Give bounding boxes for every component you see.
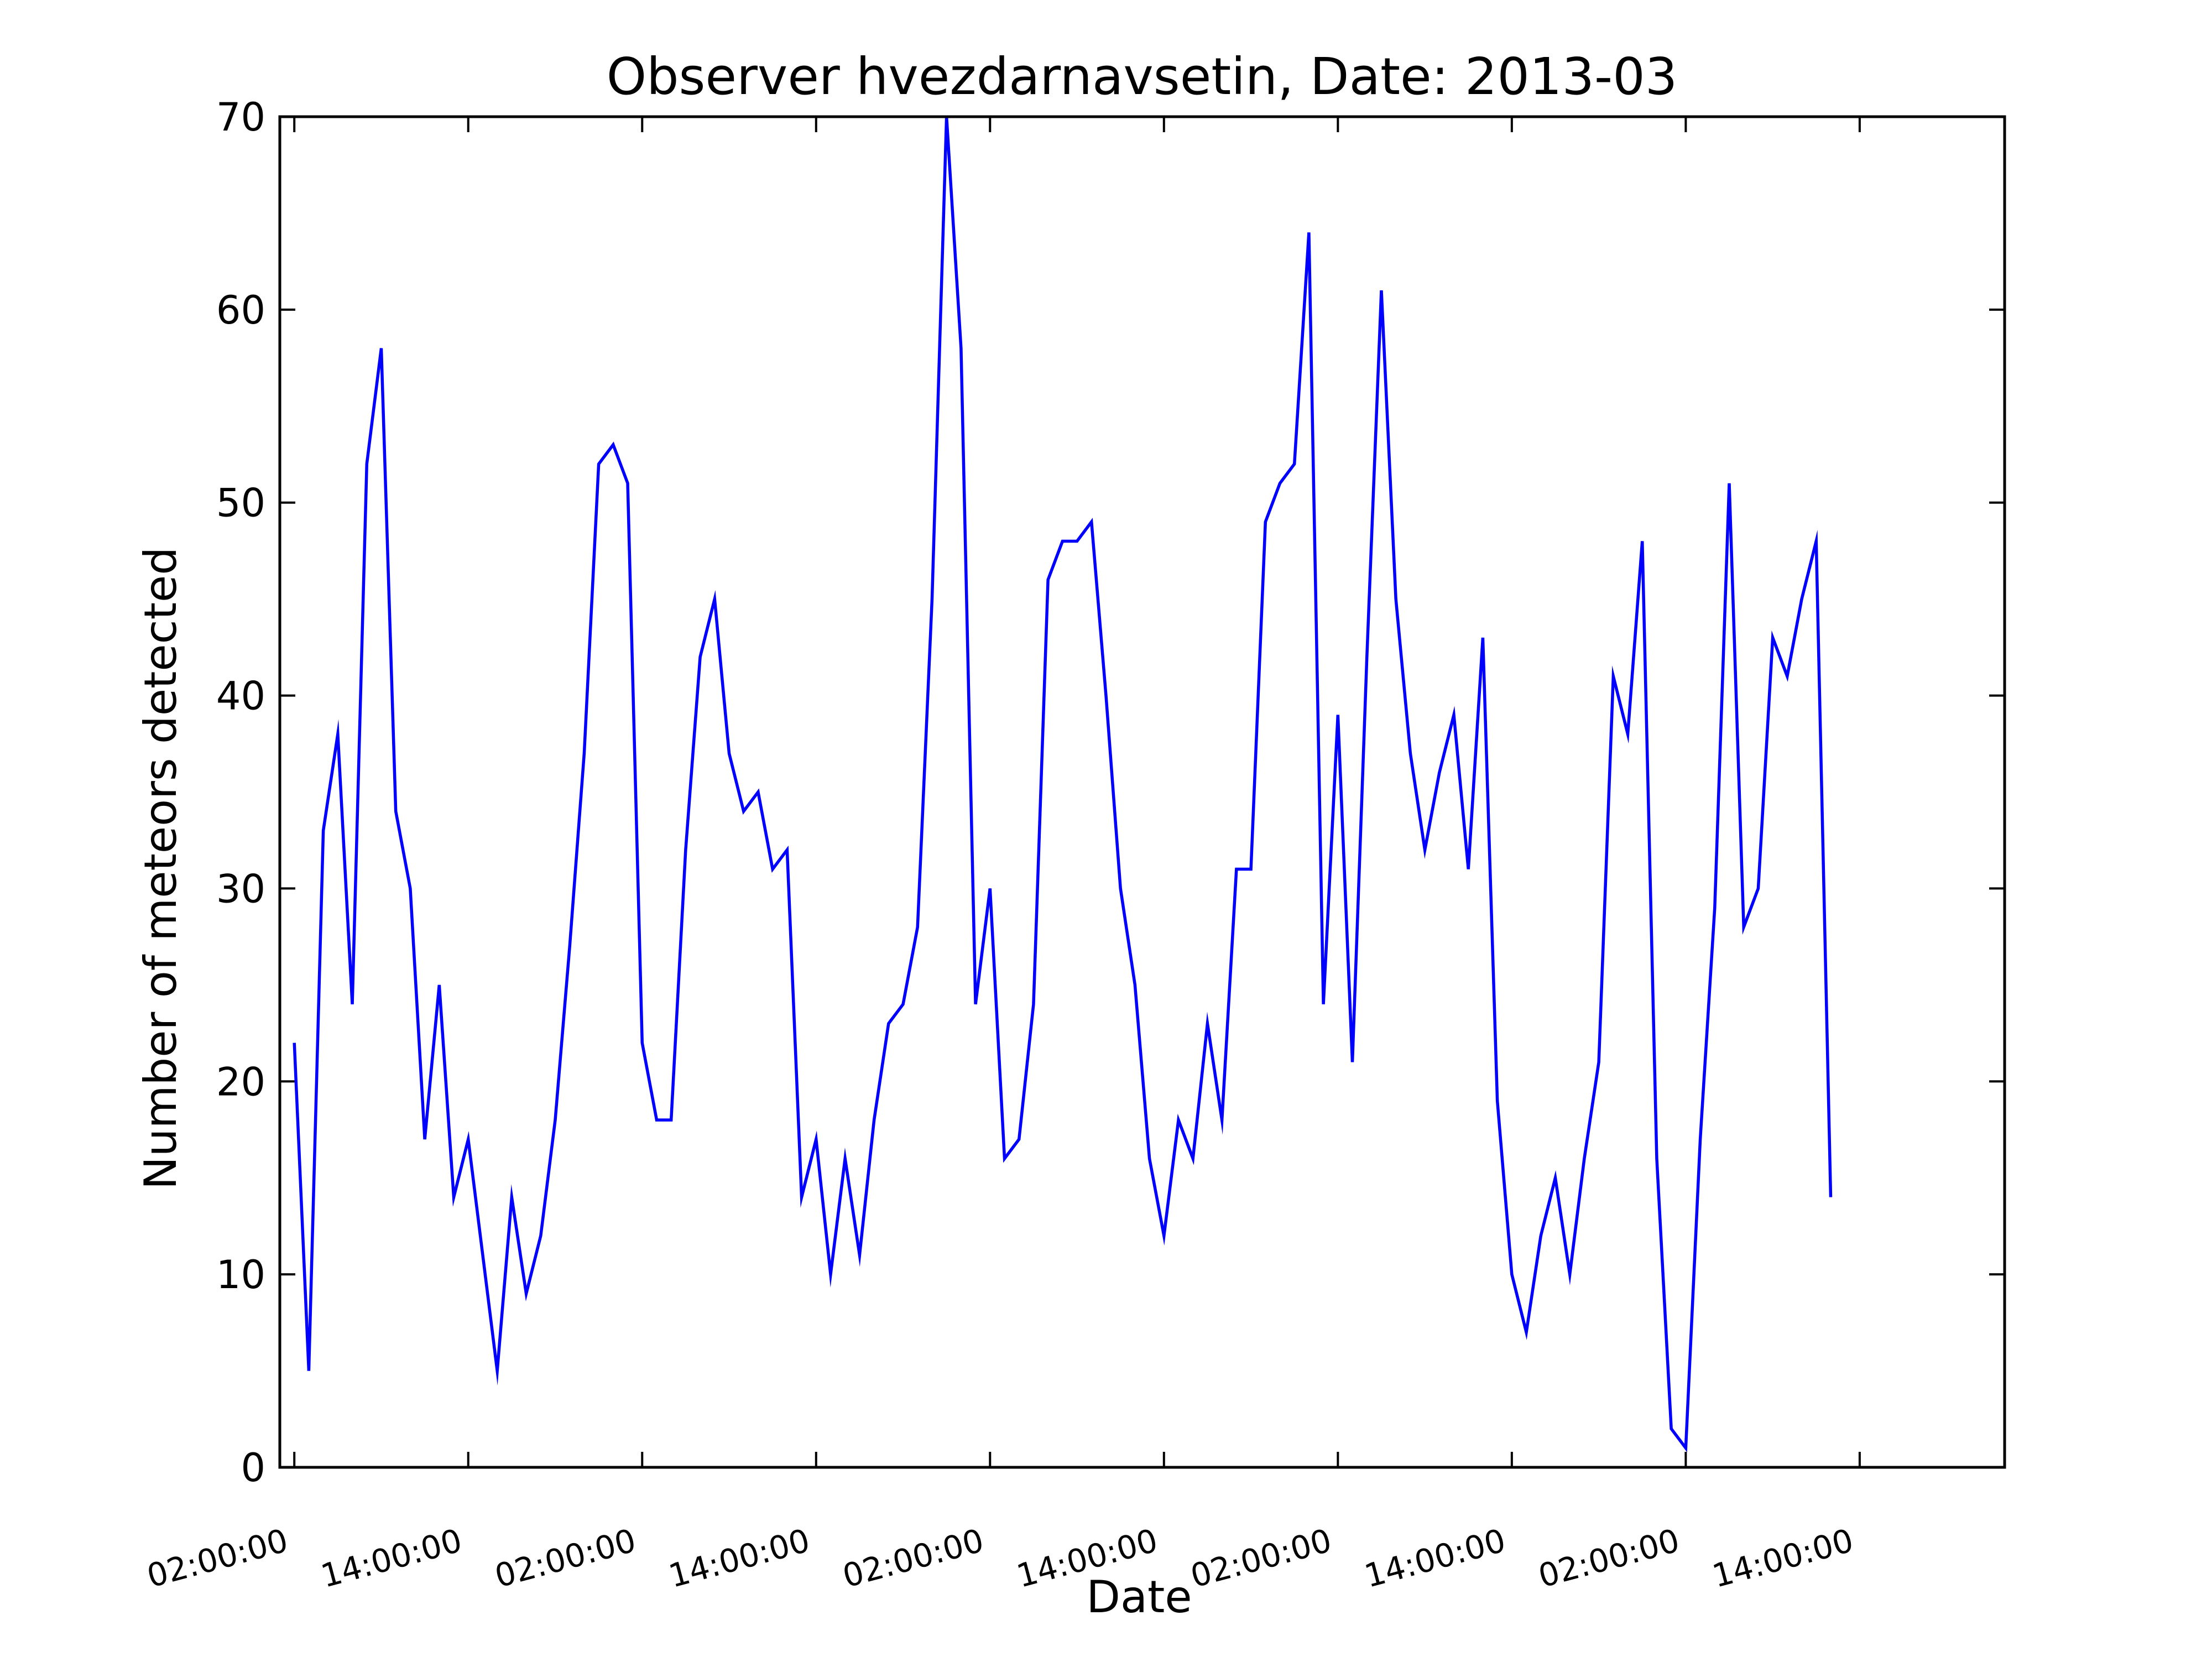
y-tick-label: 0: [241, 1445, 265, 1491]
series-line: [293, 116, 1833, 1452]
y-tick-label: 20: [216, 1059, 265, 1104]
y-axis-label: Number of meteors detected: [135, 547, 186, 1190]
y-tick-label: 40: [216, 674, 265, 719]
plot-frame: [278, 115, 2006, 1469]
y-tick-label: 10: [216, 1252, 265, 1298]
series-layer: [293, 116, 1833, 1452]
y-tick-label: 30: [216, 866, 265, 911]
y-tick-label: 50: [216, 481, 265, 526]
y-tick-label: 60: [216, 288, 265, 333]
y-tick-label: 70: [216, 95, 265, 140]
chart-title: Observer hvezdarnavsetin, Date: 2013-03: [607, 47, 1678, 106]
x-axis-label: Date: [1086, 1571, 1192, 1623]
